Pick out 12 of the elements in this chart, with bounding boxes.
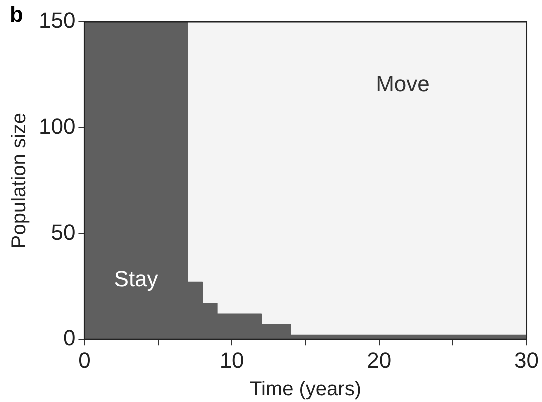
y-axis-title: Population size [8, 112, 31, 249]
y-tick-label: 50 [51, 220, 76, 245]
y-tick-label: 0 [63, 326, 76, 351]
text: b [10, 2, 24, 28]
x-tick-label: 30 [514, 348, 540, 373]
x-axis-title: Time (years) [250, 378, 362, 401]
x-tick-label: 10 [220, 348, 244, 373]
y-tick-label: 100 [38, 114, 76, 139]
series-label: Stay [114, 266, 158, 292]
y-tick-label: 150 [38, 8, 76, 34]
x-tick-label: 20 [367, 348, 392, 373]
series-label: Move [376, 72, 430, 97]
